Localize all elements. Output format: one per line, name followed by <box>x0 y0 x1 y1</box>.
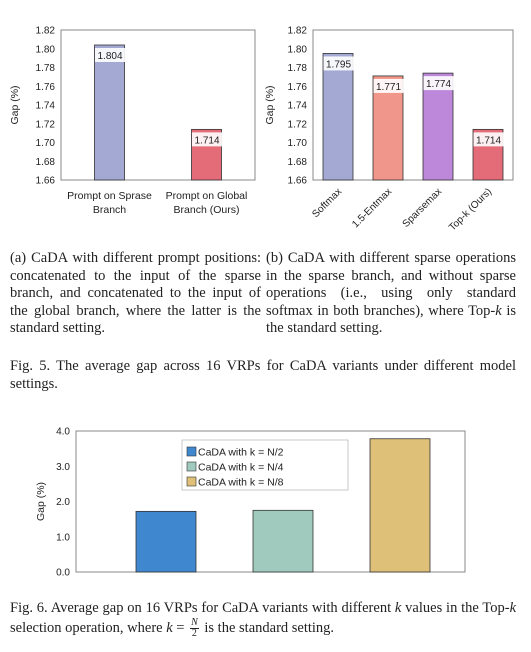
y-tick-label: 2.0 <box>56 497 70 508</box>
legend-swatch <box>186 476 197 487</box>
y-tick-label: 4.0 <box>56 427 70 438</box>
x-tick-label: Sparsemax <box>401 186 445 230</box>
bar <box>422 72 454 181</box>
plot-area <box>312 29 514 181</box>
chart-a: 1.66 1.68 1.70 1.72 1.74 1.76 1.78 1.80 1.82 Gap … <box>9 26 256 216</box>
y-tick-label: 1.66 <box>36 176 56 187</box>
y-axis-label: Gap (%) <box>35 482 47 521</box>
fig6-text-4: is the standard setting. <box>200 619 335 636</box>
y-tick-label: 1.74 <box>288 101 308 112</box>
fig6-eq: = <box>172 619 189 636</box>
fig6-k2: k <box>509 600 517 616</box>
data-label-box <box>323 56 354 71</box>
data-label-box <box>95 48 125 62</box>
legend-label: CaDA with k = N/4 <box>198 462 284 474</box>
y-tick-label: 0.0 <box>56 568 70 579</box>
y-tick-label: 1.80 <box>288 44 308 55</box>
data-label: 1.771 <box>376 82 401 93</box>
x-tick-label: Branch <box>93 204 126 216</box>
y-axis-label: Gap (%) <box>9 85 21 124</box>
y-tick-label: 1.72 <box>288 119 308 130</box>
legend-swatch <box>186 461 197 472</box>
y-tick-label: 1.74 <box>36 101 56 112</box>
legend-box <box>181 439 349 491</box>
fig5-text: The average gap across 16 VRPs for CaDA … <box>10 358 516 392</box>
caption-b: (b) CaDA with different sparse operation… <box>266 250 516 338</box>
x-tick-label: Softmax <box>310 186 344 220</box>
y-tick-label: 1.76 <box>36 82 56 93</box>
legend-label: CaDA with k = N/8 <box>198 477 284 489</box>
fig6-caption: Fig. 6. Average gap on 16 VRPs for CaDA … <box>10 600 516 639</box>
x-tick-label: Branch (Ours) <box>174 204 240 216</box>
y-tick-label: 1.82 <box>36 26 56 37</box>
fig6-frac-num: N <box>190 616 199 629</box>
x-tick-label: Top-k (Ours) <box>447 186 494 233</box>
y-axis-label: Gap (%) <box>265 85 276 124</box>
legend: CaDA with k = N/2 CaDA with k = N/4 CaDA w… <box>181 439 349 491</box>
y-tick-label: 1.76 <box>288 82 308 93</box>
chart-b: 1.66 1.68 1.70 1.72 1.74 1.76 1.78 1.80 1.82 Gap … <box>265 26 514 233</box>
caption-a-label: (a) <box>10 250 27 266</box>
bar <box>252 509 314 573</box>
legend-label: CaDA with k = N/2 <box>198 447 284 459</box>
fig5-caption: Fig. 5. The average gap across 16 VRPs f… <box>10 358 516 393</box>
bar <box>372 75 404 181</box>
fig6-k1: k <box>394 600 402 616</box>
fig6-text-1: Average gap on 16 VRPs for CaDA variants… <box>50 600 395 616</box>
bar <box>369 438 431 573</box>
bar <box>135 510 197 573</box>
caption-b-text-2: is the standard setting. <box>266 302 517 337</box>
data-label: 1.774 <box>426 79 451 90</box>
bar <box>94 44 125 181</box>
y-tick-label: 1.70 <box>288 138 308 149</box>
caption-b-text-1: CaDA with different sparse operations in… <box>266 250 516 319</box>
data-label-box <box>423 76 454 91</box>
data-label: 1.795 <box>326 59 351 70</box>
legend-swatch <box>186 446 197 457</box>
caption-b-k: k <box>495 302 502 319</box>
y-tick-label: 1.68 <box>36 157 56 168</box>
data-label: 1.714 <box>476 135 501 146</box>
fig6-k3: k <box>166 619 173 636</box>
y-tick-label: 1.72 <box>36 119 56 130</box>
y-tick-label: 1.68 <box>288 157 308 168</box>
data-label: 1.804 <box>97 51 122 62</box>
fig6-frac-den: 2 <box>191 627 197 639</box>
x-tick-label: 1.5-Entmax <box>350 186 394 230</box>
y-tick-label: 3.0 <box>56 462 70 473</box>
x-tick-label: Prompt on Global <box>166 190 248 202</box>
caption-a-text: CaDA with different prompt positions: co… <box>10 250 262 336</box>
data-label-box <box>192 132 222 147</box>
y-tick-label: 1.70 <box>36 138 56 149</box>
y-tick-label: 1.82 <box>288 26 308 37</box>
plot-area <box>60 29 256 181</box>
fig5-label: Fig. 5. <box>10 358 51 374</box>
y-tick-label: 1.80 <box>36 44 56 55</box>
x-tick-label: Prompt on Sprase <box>67 190 152 202</box>
data-label-box <box>373 78 404 93</box>
caption-b-label: (b) <box>266 250 283 266</box>
caption-a: (a) CaDA with different prompt positions… <box>10 250 261 338</box>
y-tick-label: 1.78 <box>288 63 308 74</box>
y-tick-label: 1.78 <box>36 63 56 74</box>
y-tick-label: 1.66 <box>288 176 308 187</box>
data-label: 1.714 <box>194 135 219 146</box>
data-label-box <box>473 132 504 147</box>
fig6-text-3: selection operation, where <box>10 619 167 636</box>
y-tick-label: 1.0 <box>56 532 70 543</box>
bar <box>322 53 354 181</box>
fig6-label: Fig. 6. <box>10 600 48 616</box>
fig6-text-2: values in the Top- <box>401 600 510 616</box>
